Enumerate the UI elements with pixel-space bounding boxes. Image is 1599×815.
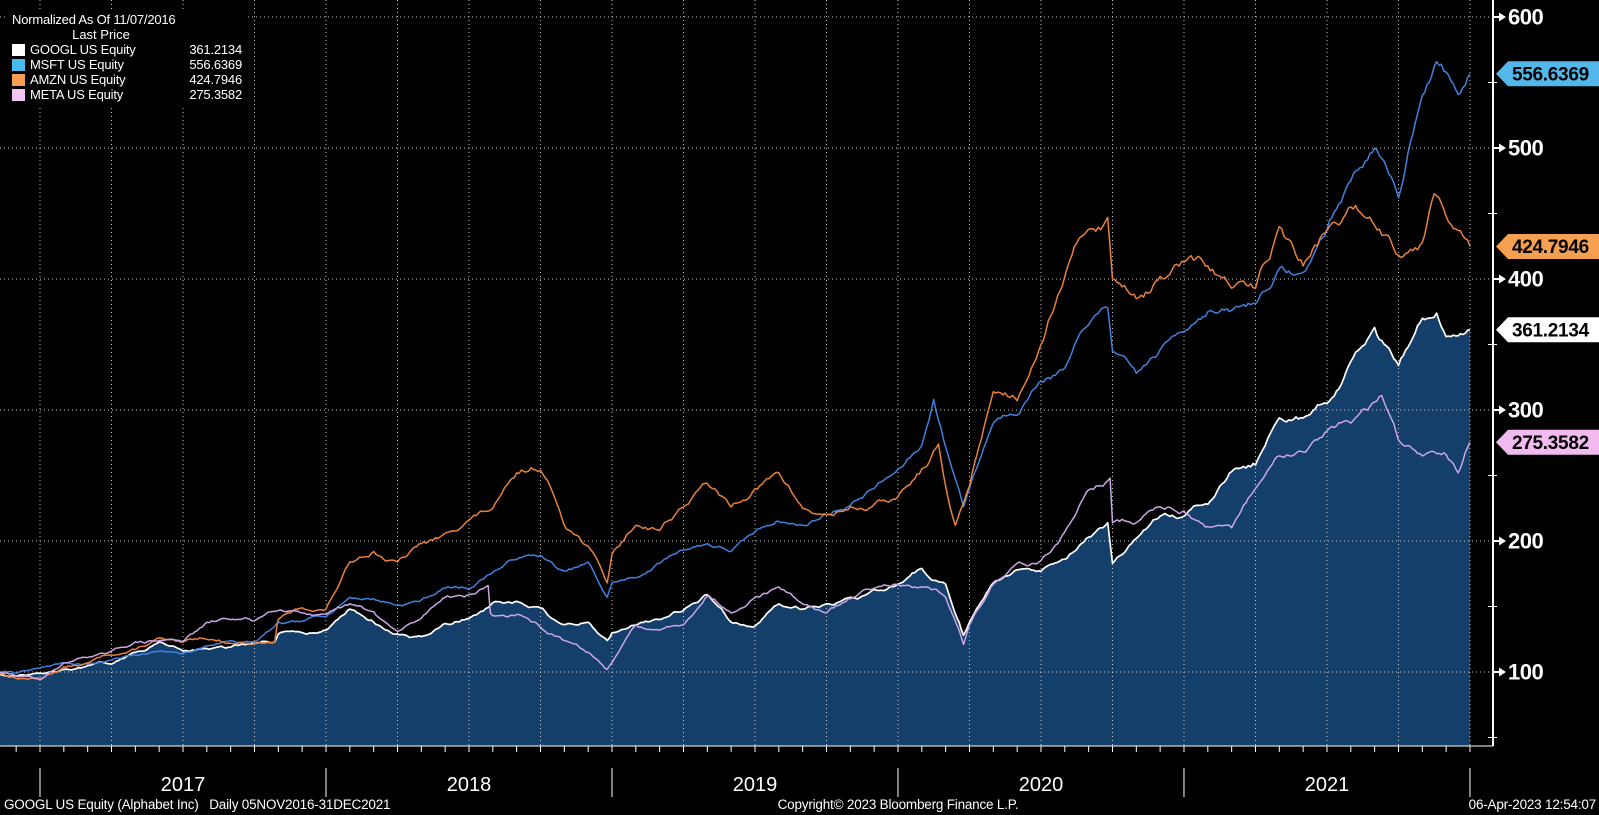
- tick-arrow-icon: [1499, 536, 1506, 546]
- series-line-meta: [0, 394, 1471, 681]
- series-line-googl: [0, 312, 1471, 678]
- y-tick-label: 500: [1508, 136, 1543, 161]
- price-badges: 361.2134 556.6369 424.7946 275.3582: [1496, 61, 1599, 455]
- timestamp: 06-Apr-2023 12:54:07: [1468, 797, 1597, 812]
- axes: [0, 0, 1494, 797]
- googl-series-swatch-icon: [12, 43, 25, 56]
- legend-item-amzn[interactable]: AMZN US Equity 424.7946: [12, 72, 242, 87]
- tick-arrow-icon: [1499, 143, 1506, 153]
- meta-series-swatch-icon: [12, 88, 25, 101]
- legend-item-googl[interactable]: GOOGL US Equity 361.2134: [12, 42, 242, 57]
- y-tick-label: 200: [1508, 529, 1543, 554]
- price-badge-googl: [1496, 317, 1599, 343]
- tick-arrow-icon: [1499, 12, 1506, 22]
- y-tick-label: 400: [1508, 267, 1543, 292]
- y-tick-label: 600: [1508, 5, 1543, 30]
- legend-item-meta[interactable]: META US Equity 275.3582: [12, 87, 242, 102]
- year-label: 2018: [447, 774, 492, 796]
- year-label: 2020: [1019, 774, 1064, 796]
- legend-series-value: 275.3582: [189, 87, 242, 102]
- x-axis-labels: 2017 2018 2019 2020 2021: [161, 774, 1349, 796]
- price-badge-label: 556.6369: [1512, 64, 1589, 85]
- tick-arrow-icon: [1499, 405, 1506, 415]
- tick-arrow-icon: [1499, 667, 1506, 677]
- legend-title: Normalized As Of 11/07/2016: [12, 12, 176, 27]
- series-line-amzn: [0, 193, 1471, 681]
- tick-arrow-icon: [1499, 274, 1506, 284]
- legend-series-value: 556.6369: [189, 57, 242, 72]
- chart-legend: Normalized As Of 11/07/2016 Last Price G…: [7, 9, 247, 106]
- security-description: GOOGL US Equity (Alphabet Inc) Daily 05N…: [4, 797, 391, 812]
- price-badge-label: 424.7946: [1512, 237, 1589, 258]
- price-badge-label: 361.2134: [1512, 320, 1590, 341]
- y-tick-label: 100: [1508, 660, 1543, 685]
- legend-series-value: 361.2134: [189, 42, 242, 57]
- year-label: 2019: [733, 774, 778, 796]
- legend-series-value: 424.7946: [189, 72, 242, 87]
- price-badge-amzn: [1496, 234, 1599, 260]
- year-label: 2017: [161, 774, 206, 796]
- msft-series-swatch-icon: [12, 58, 25, 71]
- y-tick-label: 300: [1508, 398, 1543, 423]
- legend-series-name: META US Equity: [30, 87, 124, 102]
- y-axis: 600 500 400 300 200 100: [1488, 5, 1544, 738]
- series-lines: [0, 60, 1471, 681]
- price-badge-label: 275.3582: [1512, 433, 1589, 454]
- legend-subtitle: Last Price: [72, 27, 130, 42]
- price-badge-msft: [1496, 61, 1599, 87]
- status-bar: GOOGL US Equity (Alphabet Inc) Daily 05N…: [0, 795, 1599, 815]
- amzn-series-swatch-icon: [12, 73, 25, 86]
- legend-series-name: GOOGL US Equity: [30, 42, 136, 57]
- gridlines: [0, 0, 1493, 746]
- googl-area-fill: [0, 313, 1470, 746]
- legend-item-msft[interactable]: MSFT US Equity 556.6369: [12, 57, 242, 72]
- legend-series-name: MSFT US Equity: [30, 57, 124, 72]
- copyright-text: Copyright© 2023 Bloomberg Finance L.P.: [777, 797, 1019, 812]
- year-label: 2021: [1305, 774, 1350, 796]
- price-badge-meta: [1496, 429, 1599, 455]
- legend-series-name: AMZN US Equity: [30, 72, 126, 87]
